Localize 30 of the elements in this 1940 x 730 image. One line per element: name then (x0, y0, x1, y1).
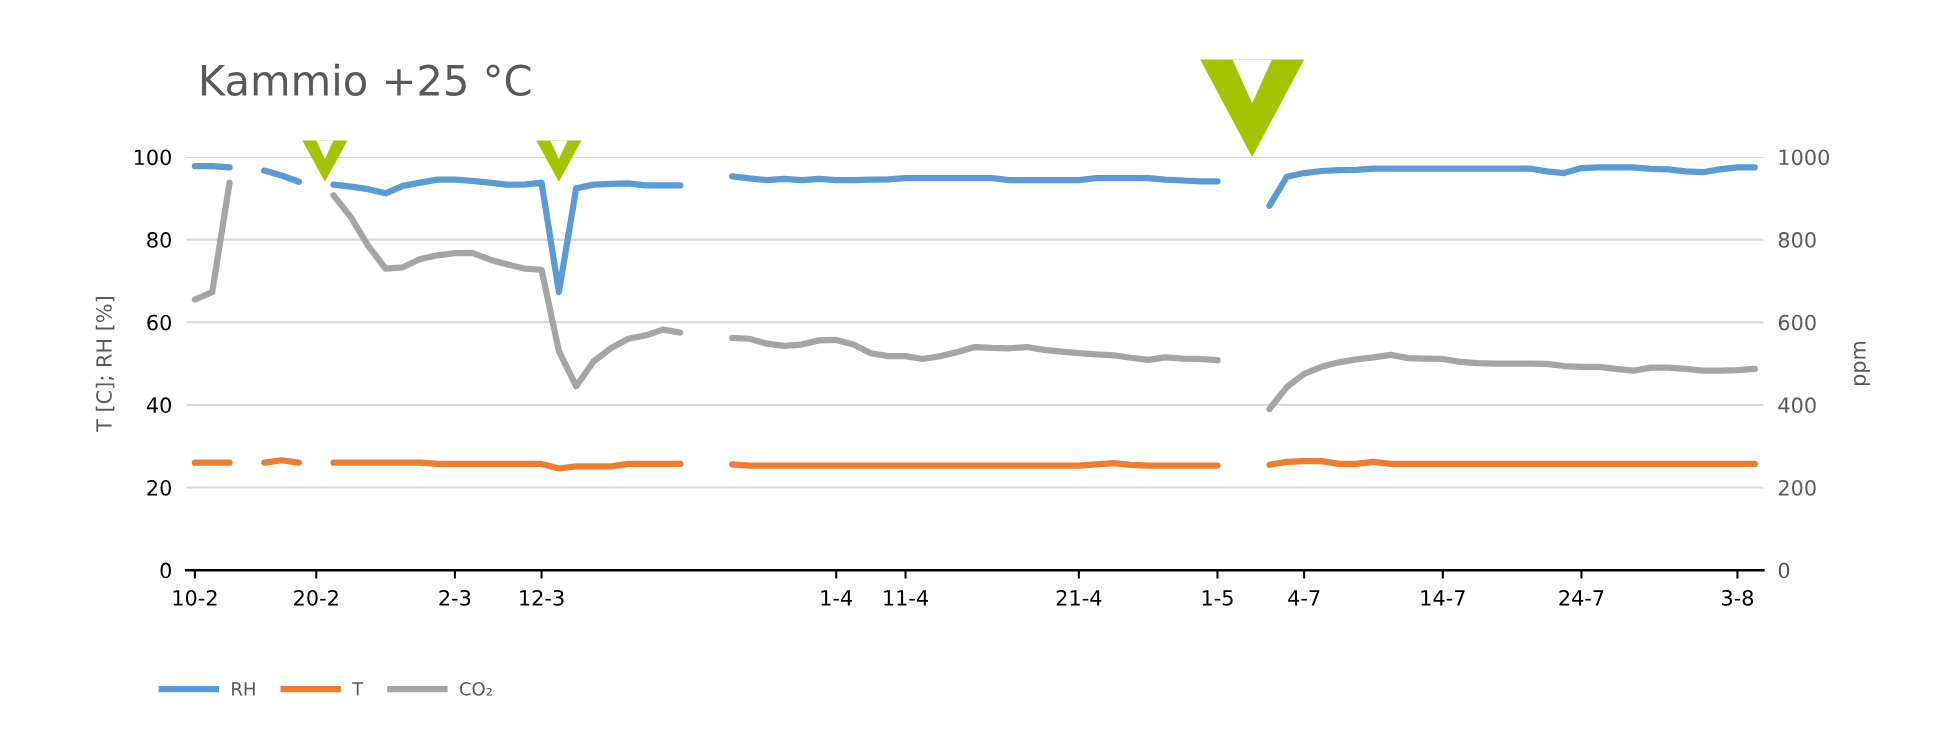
x-tick-label: 20-2 (294, 589, 338, 606)
x-tick-label: 11-4 (884, 590, 928, 606)
y2-axis-title: ppm (1853, 341, 1870, 386)
chart-title: Kammio +25 °C (201, 63, 531, 97)
y2-tick-label: 400 (1778, 397, 1816, 414)
y-tick-label: 60 (147, 314, 171, 331)
y2-tick-label: 0 (1778, 562, 1790, 579)
y2-tick-label: 600 (1778, 314, 1816, 331)
legend-label: CO₂ (459, 681, 492, 696)
x-tick-label: 21-4 (1056, 589, 1102, 606)
y-axis-title: T [C]; RH [%] (95, 297, 115, 432)
y-tick-label: 40 (146, 397, 171, 414)
x-tick-label: 10-2 (173, 589, 217, 606)
legend-label: RH (232, 682, 255, 696)
x-tick-label: 1-4 (821, 590, 853, 606)
x-tick-label: 24-7 (1559, 589, 1604, 606)
y-tick-label: 0 (160, 562, 171, 579)
y2-tick-label: 800 (1778, 232, 1816, 248)
x-tick-label: 12-3 (520, 589, 564, 606)
y2-tick-label: 200 (1778, 479, 1816, 496)
y-tick-label: 80 (147, 232, 171, 248)
x-tick-label: 2-3 (439, 589, 471, 606)
y-tick-label: 100 (134, 149, 171, 166)
x-tick-label: 1-5 (1202, 590, 1233, 606)
x-tick-label: 4-7 (1288, 590, 1320, 606)
y-tick-label: 20 (147, 479, 171, 496)
x-tick-label: 14-7 (1421, 590, 1465, 606)
x-tick-label: 3-8 (1722, 589, 1754, 606)
legend-label: T (352, 682, 364, 696)
y2-tick-label: 1000 (1779, 149, 1829, 166)
